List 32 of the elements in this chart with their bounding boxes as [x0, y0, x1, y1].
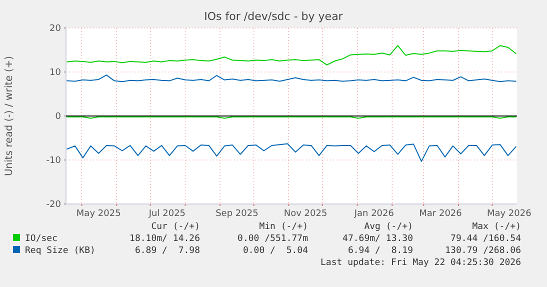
x-tick-label: May 2026	[486, 209, 532, 219]
legend-label: IO/sec	[25, 234, 58, 244]
text: Avg (-/+)	[364, 222, 413, 232]
line-series	[66, 74, 516, 82]
text: 18.10m/ 14.26	[130, 234, 200, 244]
text: 0.00 /551.77m	[238, 234, 308, 244]
line-series	[66, 45, 516, 66]
y-tick-label: 10	[50, 68, 62, 78]
text: Cur (-/+)	[151, 222, 200, 232]
line-series	[66, 143, 516, 162]
x-tick-label: Jul 2025	[148, 209, 186, 219]
x-tick-label: Sep 2025	[216, 209, 258, 219]
x-tick-label: Mar 2026	[419, 209, 462, 219]
text: 6.94 / 8.19	[348, 246, 413, 256]
x-tick-label: May 2025	[76, 209, 121, 219]
text: 6.89 / 7.98	[134, 246, 200, 256]
text: 0.00 / 5.04	[242, 246, 308, 256]
y-axis-title: Units read (-) / write (+)	[4, 56, 15, 176]
text: Last update: Fri May 22 04:25:30 2026	[320, 258, 521, 268]
chart-title: IOs for /dev/sdc - by year	[204, 10, 344, 23]
text: 79.44 /160.54	[450, 234, 521, 244]
legend-label: Req Size (KB)	[25, 246, 96, 256]
y-tick-label: 20	[50, 24, 62, 34]
text: Min (-/+)	[259, 222, 308, 232]
y-tick-label: -10	[46, 156, 62, 166]
x-tick-label: Nov 2025	[284, 209, 328, 219]
y-tick-label: 0	[55, 112, 62, 122]
text: 130.79 /268.06	[445, 246, 521, 256]
text: 47.69m/ 13.30	[342, 234, 413, 244]
x-tick-label: Jan 2026	[353, 209, 394, 219]
y-tick-label: -20	[46, 200, 62, 210]
text: Max (-/+)	[472, 222, 521, 232]
